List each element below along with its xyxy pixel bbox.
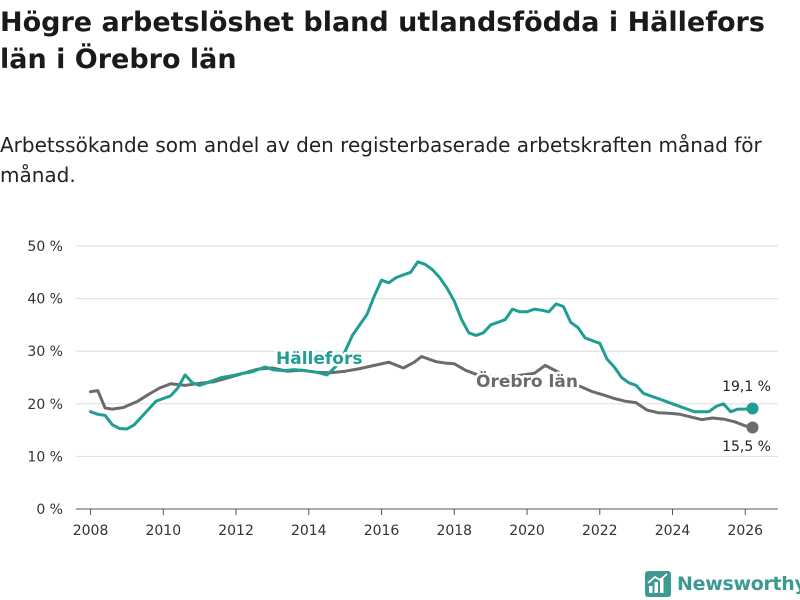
newsworthy-logo-icon — [645, 571, 671, 597]
series-label-hallefors: Hällefors — [276, 349, 362, 369]
x-tick-label: 2014 — [291, 523, 327, 539]
end-value-label-hallefors: 19,1 % — [722, 379, 771, 395]
x-tick-label: 2018 — [436, 523, 472, 539]
series-end-dot — [746, 402, 759, 415]
x-tick-label: 2022 — [582, 523, 618, 539]
series-label-orebro-lan: Örebro län — [476, 370, 578, 392]
newsworthy-logo[interactable]: Newsworthy — [645, 569, 800, 599]
y-tick-label: 40 % — [27, 292, 63, 308]
x-tick-label: 2012 — [218, 523, 254, 539]
series-layer — [89, 260, 759, 434]
series-line-hallefors — [89, 260, 754, 431]
series-line-orebro-lan — [89, 355, 754, 429]
chart-subtitle: Arbetssökande som andel av den registerb… — [0, 133, 762, 187]
series-end-dot — [746, 421, 759, 434]
grid-layer — [76, 245, 778, 510]
x-tick-label: 2020 — [509, 523, 545, 539]
x-tick-label: 2026 — [727, 523, 763, 539]
label-layer: Hällefors Örebro län 19,1 % 15,5 % — [274, 347, 772, 456]
newsworthy-logo-text: Newsworthy — [677, 573, 800, 595]
y-tick-label: 0 % — [36, 502, 63, 518]
x-tick-label: 2016 — [364, 523, 400, 539]
x-tick-label: 2010 — [145, 523, 181, 539]
y-tick-label: 20 % — [27, 397, 63, 413]
axis-layer: 0 % 10 % 20 % 30 % 40 % 50 % 2008 2010 2012 2014 2… — [27, 239, 763, 539]
y-tick-label: 30 % — [27, 344, 63, 360]
end-value-label-orebro-lan: 15,5 % — [722, 439, 771, 455]
chart-title: Högre arbetslöshet bland utlandsfödda i … — [0, 7, 765, 75]
y-tick-label: 10 % — [27, 449, 63, 465]
y-tick-label: 50 % — [27, 239, 63, 255]
x-tick-label: 2024 — [655, 523, 691, 539]
x-tick-label: 2008 — [73, 523, 109, 539]
